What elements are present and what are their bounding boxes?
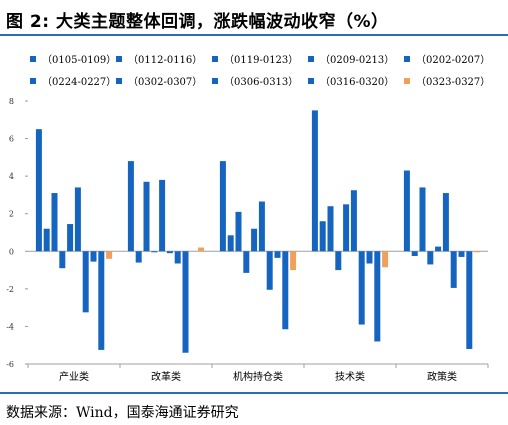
bar [174,251,181,264]
bar [403,170,410,252]
legend-label: （0202-0207） [416,54,490,66]
bar [366,251,373,264]
legend-label: （0316-0320） [320,76,394,88]
bar [106,251,113,259]
bar [374,251,381,342]
y-tick-label: -6 [6,360,14,369]
y-tick-label: 6 [9,135,14,144]
bar [427,251,434,265]
figure-title: 图 2: 大类主题整体回调，涨跌幅波动收窄（%） [6,12,389,32]
bar [274,251,281,258]
bar [411,251,418,256]
y-tick-label: 2 [9,210,14,219]
y-tick-label: 4 [9,172,14,181]
bar [358,251,365,325]
legend-swatch [404,56,410,62]
bar [98,251,105,350]
bar [350,190,357,252]
bar [450,251,457,288]
bar [166,251,173,254]
bar [59,251,66,269]
legend-swatch [212,56,218,62]
legend-swatch [212,78,218,84]
legend-label: （0306-0313） [224,76,298,88]
legend-swatch [30,78,36,84]
bar [474,251,481,253]
x-category-label: 技术类 [335,370,365,383]
bar [251,228,258,252]
bar [466,251,473,349]
bar [127,161,134,252]
bar [90,251,97,262]
legend-swatch [404,78,410,84]
x-axis: 产业类 改革类 机构持仓类 技术类 政策类 [27,250,489,383]
bar [67,224,74,252]
y-tick-label: 0 [9,247,14,256]
bar [219,161,226,252]
legend-label: （0112-0116） [128,54,202,66]
bar [198,247,205,252]
y-tick-label: -4 [6,322,14,331]
bar [227,235,234,252]
source-note: 数据来源：Wind，国泰海通证券研究 [6,405,239,421]
legend-label: （0119-0123） [224,54,298,66]
legend-swatch [308,56,314,62]
legend-swatch [308,78,314,84]
grouped-bar-chart: （0105-0109） （0112-0116） （0119-0123） （0209-0… [6,54,490,383]
legend-swatch [116,56,122,62]
y-tick-label: -2 [6,285,14,294]
bar [43,228,50,252]
x-category-label: 机构持仓类 [233,370,283,383]
bar [151,251,158,253]
bar [159,179,166,252]
x-category-label: 改革类 [151,370,181,383]
bar [266,251,273,290]
bar [258,201,265,252]
x-category-label: 政策类 [427,370,457,383]
bar [458,251,465,257]
bar [143,181,150,252]
y-tick-label: 8 [9,97,14,106]
x-category-label: 产业类 [59,370,89,383]
bar [319,221,326,252]
legend-label: （0302-0307） [128,76,202,88]
bar [335,251,342,271]
legend-label: （0209-0213） [320,54,394,66]
figure-title-bar: 图 2: 大类主题整体回调，涨跌幅波动收窄（%） [0,0,508,36]
legend-label: （0323-0327） [416,76,490,88]
bar [382,251,389,268]
legend-swatch [30,56,36,62]
bar [235,211,242,252]
legend-label: （0105-0109） [42,54,116,66]
legend-label: （0224-0227） [42,76,116,88]
source-bar: 数据来源：Wind，国泰海通证券研究 [0,392,508,425]
bar [35,129,42,252]
legend-swatch [116,78,122,84]
bar [419,187,426,252]
bar [243,251,250,273]
bar [82,251,89,313]
chart-legend: （0105-0109） （0112-0116） （0119-0123） （0209-0… [30,54,490,88]
bar [343,204,350,252]
bar [435,246,442,252]
bar [442,193,449,252]
bar [74,187,81,252]
bar [135,251,142,263]
bar [282,251,289,330]
bar [51,193,58,252]
bar [290,251,297,271]
bar [182,251,189,353]
bar-series-group [35,110,481,353]
y-axis: -6 -4 -2 0 2 4 6 8 [6,97,28,369]
bar [311,110,318,252]
bar [327,206,334,252]
